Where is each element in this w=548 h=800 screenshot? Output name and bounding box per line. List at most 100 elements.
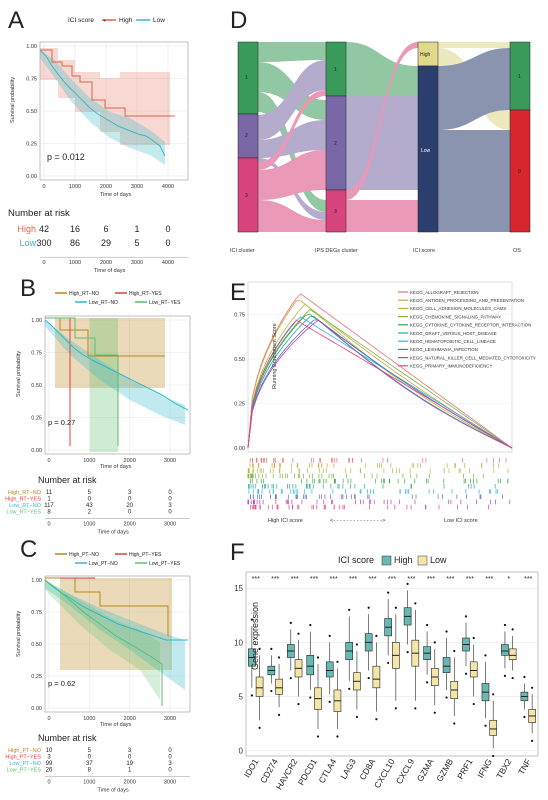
gene-label: PDCD1 — [296, 757, 319, 787]
significance-label: *** — [252, 576, 260, 583]
panel-b-legend: High_RT−NO High_RT−YES Low_RT−NO Low_RT−YES — [55, 291, 181, 306]
panel-f: F ICI score High Low *** *** *** *** *** *** *… — [230, 539, 539, 792]
risk-count: 0 — [168, 490, 172, 496]
risk-row-label: Low_RT−NO — [9, 503, 42, 509]
y-tick-label: 0.25 — [31, 674, 42, 680]
outlier — [406, 650, 409, 654]
panel-e-low-label: Low ICI score — [444, 518, 478, 524]
pathway-legend-label: KEGG_CELL_ADHESION_MOLECULES_CAMS — [410, 306, 506, 311]
x-tick-label: 1000 — [69, 184, 81, 190]
legend-label: High_PT−NO — [69, 552, 99, 558]
outlier — [309, 696, 312, 699]
panel-a-ylabel: Survival probability — [10, 77, 16, 123]
panel-b-low-yes-curve — [45, 317, 119, 446]
panel-a-yticks: 0.00 0.25 0.50 0.75 1.00 — [26, 44, 37, 180]
risk-count: 0 — [128, 755, 132, 761]
gene-label: TBX2 — [494, 757, 513, 781]
panel-a-low-curve — [39, 49, 166, 157]
sankey-axis-ici-cluster: ICI cluster — [230, 248, 255, 254]
panel-f-legend-high-swatch — [381, 555, 392, 566]
risk-x-tick: 0 — [47, 522, 50, 528]
significance-label: *** — [330, 576, 338, 583]
flow-high-1 — [438, 42, 510, 48]
outlier — [270, 689, 273, 693]
flow-c3-d2 — [258, 150, 326, 200]
risk-count: 3 — [168, 503, 172, 509]
outlier — [503, 674, 507, 678]
risk-count: 0 — [128, 510, 132, 516]
panel-f-gridlines — [246, 587, 538, 751]
es-curve — [247, 293, 513, 449]
y-tick-label: 0.50 — [31, 642, 42, 648]
risk-count: 10 — [46, 748, 53, 754]
panel-e-legend: KEGG_ALLOGRAFT_REJECTION KEGG_ANTIGEN_PRO… — [398, 290, 536, 369]
gene-label: PRF1 — [455, 757, 475, 781]
risk-x-tick: 1000 — [83, 522, 95, 528]
box — [501, 644, 509, 656]
outlier — [250, 618, 253, 621]
significance-label: *** — [349, 576, 357, 583]
risk-xlabel: Time of days — [94, 268, 126, 274]
panel-a-risk-table: High 42 16 6 1 0 Low 300 86 29 5 0 0 1000 2000 3000 4000… — [17, 224, 188, 274]
outlier — [453, 649, 456, 653]
panel-e-hit-bars — [247, 458, 511, 510]
y-tick-label: 0.50 — [26, 109, 37, 115]
y-tick-label: 0.50 — [234, 357, 245, 363]
outlier — [414, 602, 417, 605]
outlier — [258, 726, 261, 729]
legend-label: High_PT−YES — [129, 552, 162, 558]
risk-xlabel: Time of days — [98, 788, 130, 794]
outlier — [336, 735, 339, 738]
outlier — [523, 675, 526, 679]
panel-f-ylabel: Gene expression — [250, 602, 260, 670]
risk-count: 99 — [46, 761, 53, 767]
outlier — [492, 693, 495, 696]
outlier — [511, 628, 514, 631]
outlier — [472, 636, 475, 640]
pathway-legend-label: KEGG_CYTOKINE_CYTOKINE_RECEPTOR_INTERACT… — [410, 323, 531, 328]
significance-label: *** — [368, 576, 376, 583]
outlier — [297, 632, 300, 635]
sankey-node-cluster-3 — [237, 157, 259, 233]
sankey-label-d1: 1 — [334, 67, 337, 73]
significance-label: *** — [427, 576, 435, 583]
outlier — [270, 647, 273, 650]
risk-x-tick: 3000 — [164, 522, 176, 528]
x-tick-label: 4000 — [162, 184, 174, 190]
box — [489, 719, 497, 736]
panel-e-es-curves — [247, 293, 513, 449]
risk-count: 3 — [128, 490, 132, 496]
y-tick-label: 1.00 — [26, 44, 37, 50]
x-tick-label: 1000 — [83, 716, 95, 722]
outlier — [406, 582, 409, 586]
risk-count: 8 — [47, 510, 51, 516]
risk-x-tick: 4000 — [162, 260, 174, 266]
panel-f-legend-title: ICI score — [338, 555, 374, 565]
sankey-label-d3: 3 — [334, 209, 337, 215]
gene-label: IFNG — [475, 757, 494, 780]
es-curve — [247, 316, 513, 449]
panel-c-risk-title: Number at risk — [38, 733, 97, 743]
panel-b-low-no-curve — [44, 319, 189, 411]
panel-b-risk-title: Number at risk — [38, 475, 97, 485]
panel-label-c: C — [20, 536, 37, 563]
y-tick-label: 1.00 — [31, 578, 42, 584]
y-tick-label: 0.75 — [31, 351, 42, 357]
outlier — [531, 686, 534, 689]
risk-count: 16 — [70, 224, 80, 234]
risk-row-label: High_RT−NO — [8, 490, 42, 496]
risk-count: 1 — [47, 497, 51, 503]
panel-b-pvalue: p = 0.27 — [48, 418, 75, 427]
risk-count: 0 — [128, 497, 132, 503]
outlier — [531, 739, 534, 742]
flow-d3-low — [346, 200, 418, 232]
panel-a-legend-low: Low — [153, 17, 165, 24]
risk-count: 6 — [103, 224, 108, 234]
risk-count: 0 — [168, 768, 172, 774]
sankey-axis-ips-degs: IPS DEGs cluster — [315, 248, 358, 254]
risk-count: 0 — [168, 497, 172, 503]
panel-a-legend-title: ICI score — [68, 17, 94, 24]
outlier — [277, 713, 281, 716]
